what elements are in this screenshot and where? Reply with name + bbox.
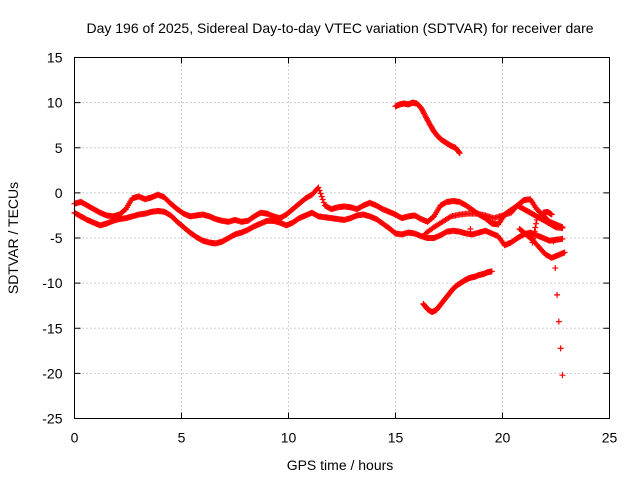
x-tick-label: 5 — [178, 430, 186, 446]
y-tick-label: 0 — [55, 185, 63, 201]
data-point — [559, 224, 566, 231]
y-tick-label: 15 — [47, 50, 63, 66]
data-marks — [71, 99, 568, 379]
x-axis-label: GPS time / hours — [287, 457, 394, 473]
data-point — [488, 268, 495, 275]
data-point — [456, 150, 463, 157]
data-point-fill — [320, 199, 327, 206]
data-point — [561, 249, 568, 256]
y-tick-label: -25 — [42, 411, 62, 427]
data-point-fill — [319, 196, 326, 203]
x-tick-label: 0 — [71, 430, 79, 446]
data-point-fill — [316, 187, 323, 194]
x-tick-label: 20 — [495, 430, 511, 446]
series-late-points — [467, 208, 566, 379]
data-point-fill — [455, 149, 462, 156]
x-tick-label: 10 — [281, 430, 297, 446]
data-point-fill — [533, 220, 540, 227]
y-tick-label: 10 — [47, 95, 63, 111]
y-tick-label: -10 — [42, 275, 62, 291]
x-tick-label: 25 — [602, 430, 618, 446]
y-axis-label: SDTVAR / TECUs — [5, 182, 21, 294]
data-point-fill — [318, 193, 325, 200]
x-tick-label: 15 — [388, 430, 404, 446]
data-point — [548, 211, 555, 218]
y-tick-label: -5 — [50, 230, 63, 246]
data-point-fill — [557, 345, 564, 352]
data-point — [559, 235, 566, 242]
data-point — [315, 184, 322, 191]
series-late-falling — [516, 225, 568, 261]
series-main-band-lower — [71, 207, 566, 249]
series-lower-arc — [420, 268, 495, 316]
series-main-band-upper — [71, 184, 566, 232]
data-point-fill — [531, 228, 538, 235]
grid — [74, 57, 610, 419]
series-late-rising — [422, 196, 566, 237]
data-point-fill — [550, 238, 557, 245]
data-point-fill — [554, 291, 561, 298]
data-point — [533, 216, 540, 223]
data-point — [529, 239, 536, 246]
y-tick-label: -20 — [42, 365, 62, 381]
data-point — [467, 225, 474, 232]
data-point-fill — [530, 231, 537, 238]
y-tick-label: 5 — [55, 140, 63, 156]
data-point — [559, 372, 566, 379]
data-point-fill — [552, 265, 559, 272]
data-point-fill — [555, 318, 562, 325]
axis-ticks: 0 5 10 15 20 25 15 10 5 0 -5 -10 -15 -20 -25 — [42, 50, 617, 446]
series-upper-arc — [392, 99, 463, 157]
data-point-fill — [530, 235, 537, 242]
data-point-fill — [317, 190, 324, 197]
y-tick-label: -15 — [42, 320, 62, 336]
data-point-fill — [532, 224, 539, 231]
chart-title: Day 196 of 2025, Sidereal Day-to-day VTE… — [86, 20, 593, 36]
